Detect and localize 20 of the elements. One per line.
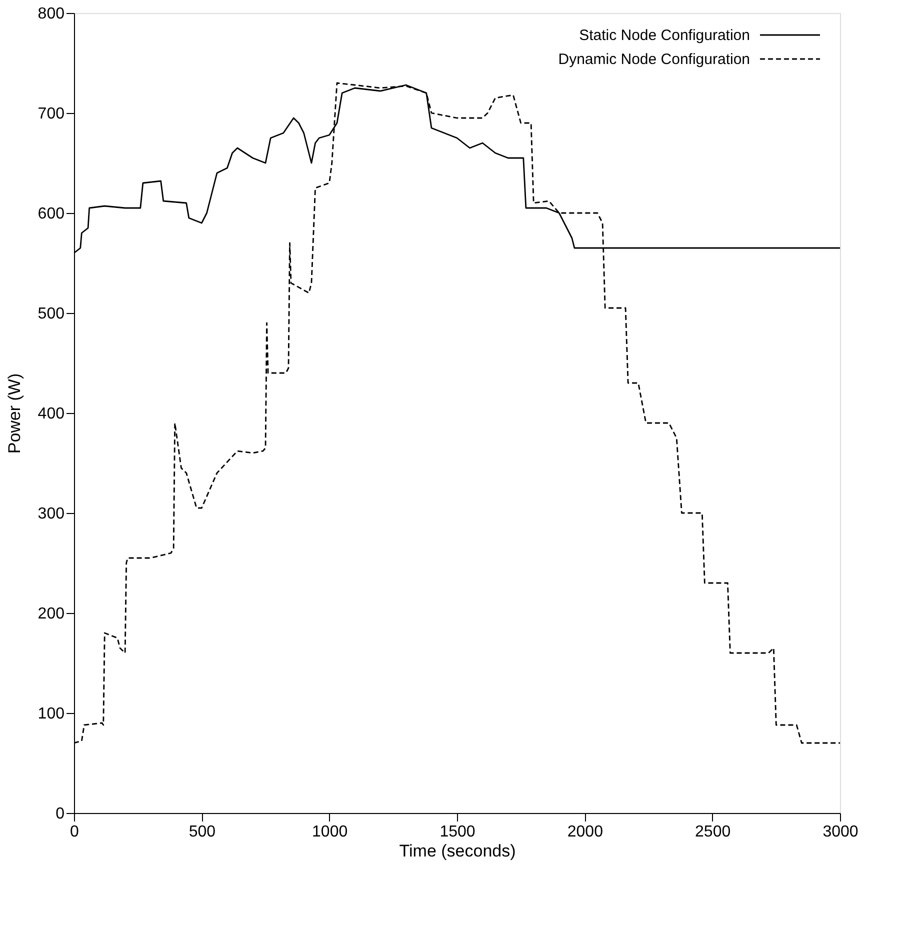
x-tick-label: 500 bbox=[188, 824, 216, 840]
y-tick-label: 300 bbox=[38, 506, 65, 522]
y-tick-label: 800 bbox=[38, 6, 65, 22]
y-tick-label: 700 bbox=[38, 106, 65, 122]
y-tick-label: 0 bbox=[56, 806, 65, 822]
x-tick-label: 3000 bbox=[822, 824, 858, 840]
y-tick-label: 200 bbox=[38, 606, 65, 622]
x-tick-label: 0 bbox=[70, 824, 80, 840]
y-tick-label: 500 bbox=[38, 306, 65, 322]
y-tick-label: 400 bbox=[38, 406, 65, 422]
x-tick-label: 1000 bbox=[312, 824, 348, 840]
legend-label: Static Node Configuration bbox=[579, 27, 750, 44]
x-tick-label: 2000 bbox=[567, 824, 604, 840]
y-tick-label: 600 bbox=[38, 206, 65, 222]
y-axis-title: Power (W) bbox=[4, 373, 24, 454]
legend-label: Dynamic Node Configuration bbox=[558, 51, 750, 68]
y-tick-label: 100 bbox=[38, 706, 65, 722]
x-tick-label: 1500 bbox=[440, 824, 476, 840]
x-tick-label: 2500 bbox=[695, 824, 731, 840]
x-axis-title: Time (seconds) bbox=[399, 842, 516, 860]
